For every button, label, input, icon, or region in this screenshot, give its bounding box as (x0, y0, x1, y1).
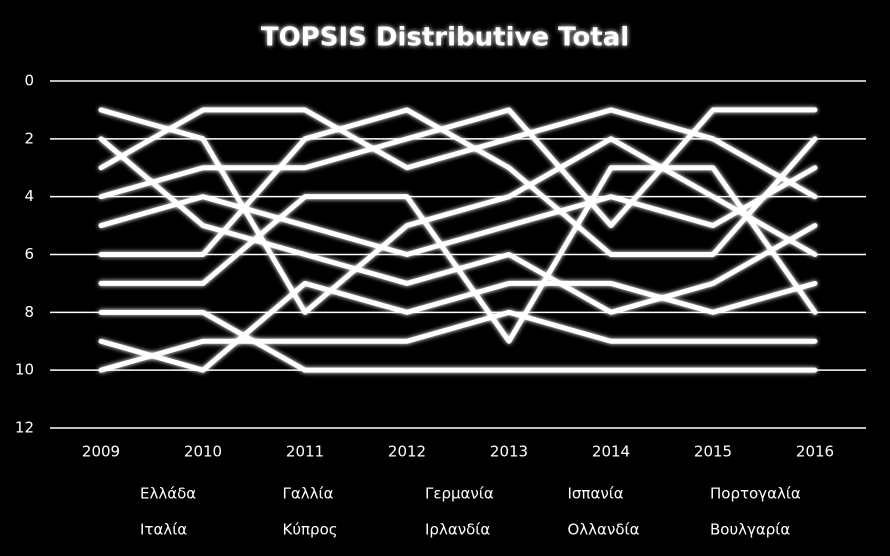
series-line (98, 165, 818, 344)
y-tick-label: 0 (24, 72, 34, 90)
series-line (98, 309, 818, 373)
legend-label: Πορτογαλία (710, 485, 801, 503)
x-tick-label: 2013 (490, 443, 528, 461)
y-tick-label: 6 (24, 245, 34, 263)
legend-label: Γερμανία (425, 485, 494, 503)
y-tick-label: 10 (15, 361, 34, 379)
series-line (98, 107, 818, 229)
legend-label: Ιρλανδία (425, 521, 490, 539)
y-tick-label: 12 (15, 419, 34, 437)
series-line (98, 280, 818, 373)
x-tick-label: 2015 (694, 443, 732, 461)
x-tick-label: 2009 (82, 443, 120, 461)
legend-label: Κύπρος (283, 521, 338, 539)
series-line (98, 107, 818, 200)
x-tick-label: 2012 (388, 443, 426, 461)
series-line (98, 107, 818, 257)
legend-label: Ισπανία (568, 485, 624, 503)
y-tick-label: 8 (24, 303, 34, 321)
y-tick-label: 4 (24, 187, 34, 205)
chart-title: TOPSIS Distributive Total (261, 23, 629, 53)
series-line (98, 309, 818, 373)
legend-label: Ελλάδα (140, 485, 196, 503)
x-tick-label: 2010 (184, 443, 222, 461)
x-tick-label: 2016 (796, 443, 834, 461)
legend-label: Γαλλία (283, 485, 334, 503)
legend-label: Ολλανδία (568, 521, 640, 539)
x-tick-label: 2011 (286, 443, 324, 461)
x-tick-label: 2014 (592, 443, 630, 461)
series-line (98, 165, 818, 257)
legend-label: Ιταλία (140, 521, 187, 539)
y-tick-label: 2 (24, 129, 34, 147)
legend-label: Βουλγαρία (710, 521, 790, 539)
